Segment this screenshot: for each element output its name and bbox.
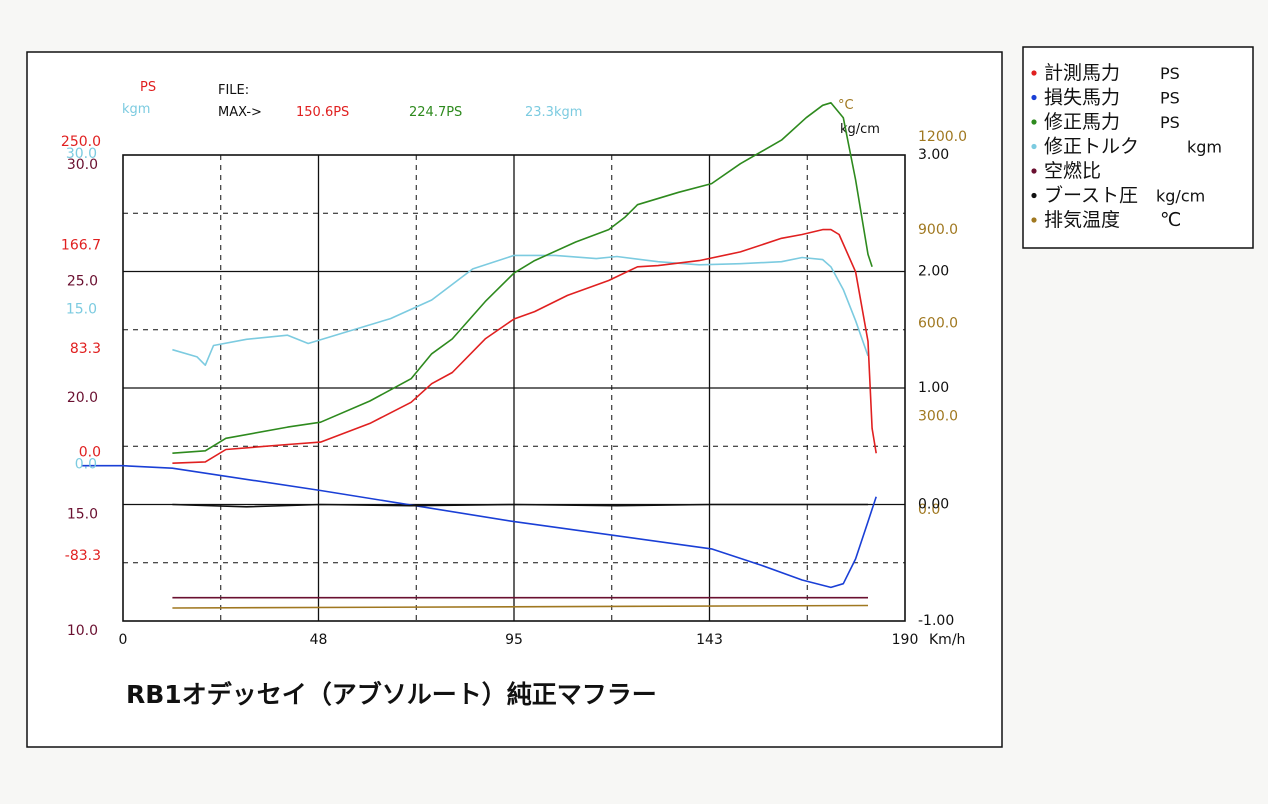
temp-tick-label: 300.0 bbox=[918, 409, 958, 425]
temp-tick-label: 0.0 bbox=[918, 502, 940, 518]
ps-unit-label: PS bbox=[140, 80, 156, 95]
kgm-unit-label: kgm bbox=[122, 102, 150, 117]
afr-tick-label: 25.0 bbox=[67, 274, 98, 290]
legend-marker bbox=[1031, 143, 1037, 150]
legend-label: ブースト圧 bbox=[1044, 184, 1138, 207]
x-axis: 0 48 95 143 190 Km/h bbox=[119, 632, 966, 648]
legend-label: 計測馬力 bbox=[1044, 62, 1120, 84]
legend-marker bbox=[1031, 94, 1037, 101]
boost-tick-label: 1.00 bbox=[918, 380, 949, 396]
boost-tick-label: -1.00 bbox=[918, 613, 954, 629]
legend-marker bbox=[1031, 119, 1037, 125]
legend-label: 排気温度 bbox=[1044, 209, 1120, 231]
legend-label: 損失馬力 bbox=[1044, 87, 1120, 109]
legend-unit: PS bbox=[1160, 64, 1180, 83]
y-axes: 250.0 166.7 83.3 0.0 -83.3 30.0 15.0 0.0 30.0 25.… bbox=[61, 129, 967, 639]
afr-tick-label: 15.0 bbox=[67, 507, 98, 523]
legend-unit: kgm bbox=[1187, 138, 1222, 157]
legend-marker bbox=[1031, 168, 1037, 174]
max-ps-measured: 150.6PS bbox=[296, 105, 349, 120]
legend-label: 修正馬力 bbox=[1044, 111, 1120, 133]
legend-marker bbox=[1031, 192, 1037, 199]
kgm-tick-label: 0.0 bbox=[75, 457, 97, 473]
max-torque: 23.3kgm bbox=[525, 105, 582, 120]
temp-tick-label: 1200.0 bbox=[918, 129, 967, 145]
ps-tick-label: 83.3 bbox=[70, 341, 101, 357]
x-tick-label: 143 bbox=[696, 632, 723, 648]
series-line-ps bbox=[172, 102, 873, 454]
boost-unit-label: kg/cm bbox=[840, 122, 880, 137]
afr-tick-label: 10.0 bbox=[67, 623, 98, 639]
ps-tick-label: 0.0 bbox=[79, 445, 101, 461]
x-tick-label: 0 bbox=[119, 632, 128, 648]
legend-marker bbox=[1031, 217, 1037, 223]
ps-tick-label: 250.0 bbox=[61, 134, 101, 150]
ps-tick-label: 166.7 bbox=[61, 238, 101, 254]
temp-tick-label: 900.0 bbox=[918, 222, 958, 238]
series-line-kgm bbox=[172, 254, 869, 367]
afr-tick-label: 20.0 bbox=[67, 390, 98, 406]
legend-marker bbox=[1031, 70, 1037, 76]
ps-tick-label: -83.3 bbox=[65, 548, 101, 564]
plot-area bbox=[81, 102, 906, 622]
x-tick-label: 190 bbox=[892, 632, 919, 648]
legend-unit: PS bbox=[1160, 113, 1180, 132]
temp-tick-label: 600.0 bbox=[918, 315, 958, 331]
kgm-tick-label: 30.0 bbox=[66, 146, 97, 162]
legend-label: 修正トルク bbox=[1044, 136, 1139, 158]
legend-label: 空燃比 bbox=[1044, 160, 1101, 182]
boost-tick-label: 2.00 bbox=[918, 264, 949, 280]
series-line-boost bbox=[172, 503, 868, 508]
file-label: FILE: bbox=[218, 83, 249, 98]
series-line-ps bbox=[172, 228, 877, 464]
legend-unit: kg/cm bbox=[1156, 187, 1205, 206]
max-label: MAX-> bbox=[218, 105, 262, 120]
legend-box bbox=[1022, 46, 1254, 249]
legend-unit: ℃ bbox=[1160, 209, 1181, 231]
x-tick-label: 48 bbox=[310, 632, 328, 648]
legend-unit: PS bbox=[1160, 89, 1180, 108]
series-line-ps bbox=[81, 464, 877, 589]
boost-tick-label: 3.00 bbox=[918, 147, 949, 163]
x-axis-unit: Km/h bbox=[929, 632, 965, 648]
x-tick-label: 95 bbox=[505, 632, 523, 648]
series-line-temp bbox=[172, 604, 869, 609]
boost-tick-label: 0.00 bbox=[918, 497, 949, 513]
kgm-tick-label: 15.0 bbox=[66, 301, 97, 317]
temp-unit-label: °C bbox=[838, 98, 854, 113]
max-ps-corrected: 224.7PS bbox=[409, 105, 462, 120]
chart-caption: RB1オデッセイ（アブソルート）純正マフラー bbox=[126, 680, 657, 709]
afr-tick-label: 30.0 bbox=[67, 157, 98, 173]
